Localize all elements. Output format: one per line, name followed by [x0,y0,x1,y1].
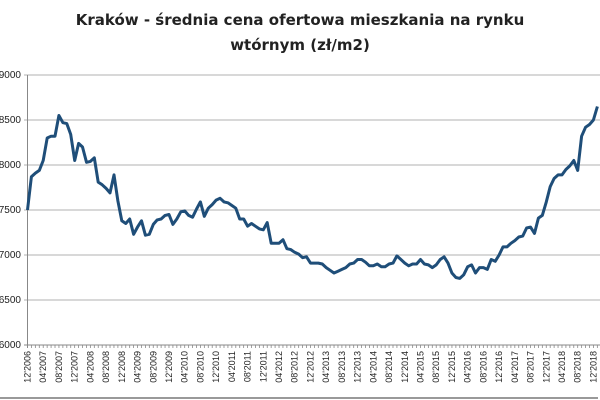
y-tick-label: 6500 [0,295,21,306]
x-tick-label: 08'2018 [573,351,583,383]
x-tick-label: 04'2010 [180,351,190,383]
y-tick-label: 6000 [0,340,21,351]
y-tick-label: 8500 [0,115,21,126]
x-tick-label: 08'2014 [384,351,394,383]
x-tick-label: 04'2018 [557,351,567,383]
x-tick-label: 04'2012 [274,351,284,383]
x-tick-label: 12'2016 [494,351,504,383]
x-tick-label: 04'2017 [510,351,520,383]
chart-title-line-1: Kraków - średnia cena ofertowa mieszkani… [75,11,525,29]
y-tick-label: 8000 [0,160,21,171]
y-tick-label: 7000 [0,250,21,261]
x-tick-label: 04'2014 [368,351,378,383]
x-tick-label: 04'2011 [227,351,237,382]
x-tick-label: 04'2009 [133,351,143,383]
x-tick-label: 12'2011 [258,351,268,382]
x-tick-label: 12'2014 [400,351,410,383]
x-tick-label: 08'2011 [243,351,253,382]
x-tick-label: 12'2007 [70,351,80,383]
x-tick-label: 08'2016 [478,351,488,383]
x-tick-label: 12'2013 [353,351,363,383]
x-tick-label: 08'2010 [195,351,205,383]
y-tick-label: 7500 [0,205,21,216]
y-tick-label: 9000 [0,70,21,81]
x-tick-label: 08'2017 [526,351,536,383]
x-tick-label: 12'2017 [541,351,551,383]
x-tick-label: 12'2006 [23,351,33,383]
price-series-line [26,106,599,280]
chart-title: Kraków - średnia cena ofertowa mieszkani… [0,8,600,58]
x-tick-label: 04'2007 [38,351,48,383]
x-tick-label: 12'2009 [164,351,174,383]
x-tick-label: 04'2008 [85,351,95,383]
x-tick-label: 12'2010 [211,351,221,383]
x-tick-label: 12'2012 [305,351,315,383]
chart-title-line-2: wtórnym (zł/m2) [230,36,370,54]
x-tick-label: 12'2015 [447,351,457,383]
x-tick-label: 08'2015 [431,351,441,383]
x-tick-label: 12'2018 [588,351,598,383]
x-tick-label: 12'2008 [117,351,127,383]
x-tick-label: 08'2012 [290,351,300,383]
x-tick-label: 08'2007 [54,351,64,383]
x-tick-label: 04'2015 [416,351,426,383]
x-tick-label: 08'2008 [101,351,111,383]
x-tick-label: 04'2016 [463,351,473,383]
x-tick-label: 08'2013 [337,351,347,383]
x-tick-label: 08'2009 [148,351,158,383]
x-tick-label: 04'2013 [321,351,331,383]
